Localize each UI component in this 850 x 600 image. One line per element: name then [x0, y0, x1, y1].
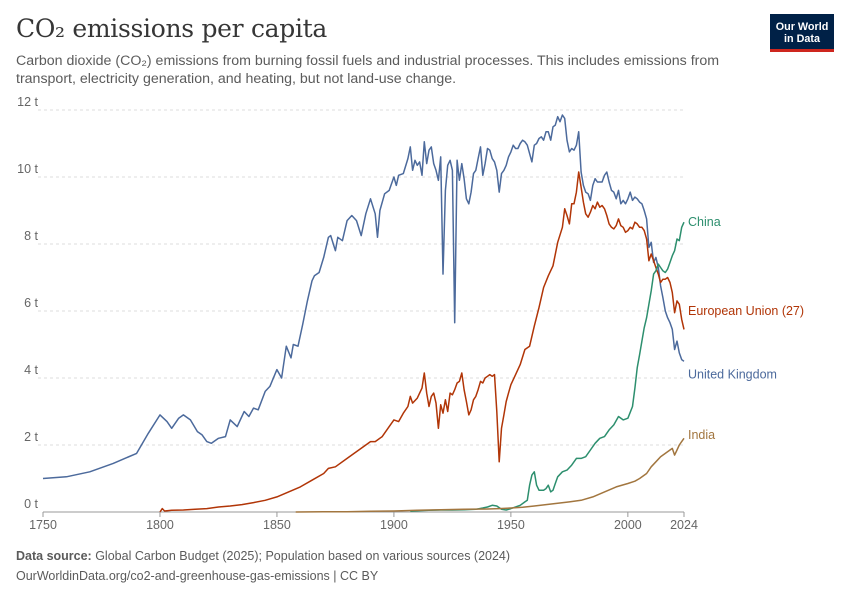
- series-label-european-union-27: European Union (27): [688, 304, 804, 318]
- x-tick-label: 1750: [29, 518, 57, 532]
- chart-title: CO₂ emissions per capita: [16, 14, 328, 43]
- x-tick-label: 1900: [380, 518, 408, 532]
- data-source-text: Global Carbon Budget (2025); Population …: [91, 549, 511, 563]
- series-label-china: China: [688, 215, 721, 229]
- y-tick-label: 8 t: [24, 229, 38, 243]
- y-tick-label: 0 t: [24, 497, 38, 511]
- source-url-link[interactable]: OurWorldinData.org/co2-and-greenhouse-ga…: [16, 569, 379, 583]
- logo-line-2: in Data: [784, 33, 820, 45]
- x-tick-label: 1800: [146, 518, 174, 532]
- y-tick-label: 2 t: [24, 430, 38, 444]
- y-tick-label: 10 t: [17, 162, 38, 176]
- x-tick-label: 2024: [670, 518, 698, 532]
- y-tick-label: 6 t: [24, 296, 38, 310]
- line-chart: 0 t 2 t 4 t 6 t 8 t 10 t 12 t 1750 1800 1850 1900 1…: [17, 95, 804, 532]
- x-tick-label: 1950: [497, 518, 525, 532]
- series-line-china: [410, 221, 685, 513]
- data-source: Data source: Global Carbon Budget (2025)…: [16, 549, 510, 563]
- owid-logo[interactable]: Our World in Data: [770, 14, 834, 52]
- chart-subtitle: Carbon dioxide (CO₂) emissions from burn…: [16, 53, 720, 87]
- series-label-india: India: [688, 428, 715, 442]
- logo-accent-bar: [770, 49, 834, 52]
- x-tick-label: 1850: [263, 518, 291, 532]
- x-tick-label: 2000: [614, 518, 642, 532]
- series-line-united-kingdom: [42, 114, 685, 480]
- y-tick-label: 4 t: [24, 363, 38, 377]
- data-source-label: Data source:: [16, 549, 92, 563]
- series-line-european-union-27: [159, 171, 685, 513]
- logo-line-1: Our World: [775, 21, 829, 33]
- series-line-india: [295, 437, 685, 513]
- series-label-united-kingdom: United Kingdom: [688, 368, 777, 382]
- y-tick-label: 12 t: [17, 95, 38, 109]
